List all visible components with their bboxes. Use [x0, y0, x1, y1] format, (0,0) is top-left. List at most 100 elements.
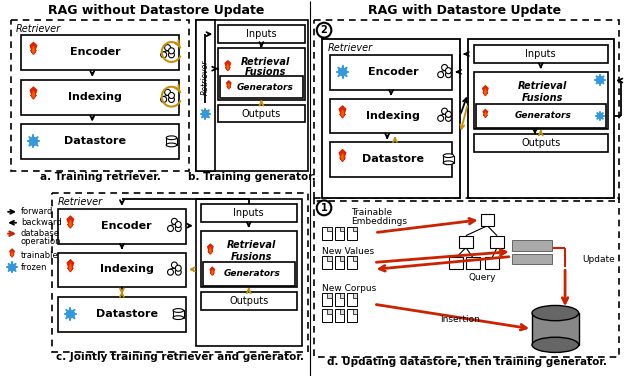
- Polygon shape: [30, 43, 36, 54]
- Circle shape: [438, 72, 444, 78]
- Polygon shape: [67, 216, 74, 228]
- Circle shape: [438, 115, 444, 121]
- Circle shape: [168, 48, 175, 54]
- Bar: [474, 135, 608, 152]
- Polygon shape: [10, 249, 14, 257]
- Text: Outputs: Outputs: [242, 109, 281, 118]
- Bar: [532, 313, 579, 345]
- Text: New Values: New Values: [322, 247, 374, 256]
- Circle shape: [164, 89, 170, 95]
- Ellipse shape: [166, 143, 177, 147]
- Text: Generators: Generators: [515, 112, 571, 120]
- Bar: [348, 227, 357, 240]
- Text: New Corpus: New Corpus: [322, 284, 376, 293]
- Circle shape: [442, 108, 447, 114]
- Text: Retriever: Retriever: [328, 43, 373, 53]
- Bar: [218, 25, 305, 43]
- Bar: [11, 20, 189, 171]
- Circle shape: [168, 52, 175, 58]
- Text: trainable: trainable: [21, 251, 59, 260]
- Text: Encoder: Encoder: [102, 221, 152, 231]
- Bar: [21, 80, 179, 115]
- Bar: [322, 227, 332, 240]
- Circle shape: [168, 92, 175, 98]
- Bar: [203, 262, 295, 285]
- Bar: [330, 99, 452, 133]
- Bar: [353, 256, 357, 261]
- Bar: [196, 20, 215, 171]
- Circle shape: [161, 97, 166, 103]
- Ellipse shape: [166, 136, 177, 139]
- Text: Fusions: Fusions: [231, 252, 273, 262]
- Ellipse shape: [173, 316, 184, 320]
- Polygon shape: [207, 244, 213, 254]
- Polygon shape: [484, 89, 486, 95]
- Bar: [218, 48, 305, 100]
- Polygon shape: [483, 86, 488, 96]
- Bar: [348, 309, 357, 322]
- Text: Retrieval: Retrieval: [227, 240, 276, 250]
- Text: Indexing: Indexing: [366, 110, 420, 121]
- Bar: [340, 227, 344, 231]
- Bar: [58, 253, 186, 287]
- Text: b. Training generator.: b. Training generator.: [188, 172, 316, 182]
- Text: Retriever: Retriever: [201, 60, 210, 95]
- Bar: [328, 309, 332, 314]
- Polygon shape: [483, 110, 488, 118]
- Text: d. Updating datastore, then training generator.: d. Updating datastore, then training gen…: [327, 357, 607, 367]
- Bar: [322, 256, 332, 270]
- Circle shape: [168, 97, 175, 103]
- Text: Indexing: Indexing: [68, 92, 122, 102]
- Text: forward: forward: [21, 207, 53, 216]
- Circle shape: [442, 64, 447, 70]
- Bar: [314, 198, 620, 357]
- Text: Retriever: Retriever: [58, 197, 103, 207]
- Text: Datastore: Datastore: [64, 136, 126, 146]
- Text: Datastore: Datastore: [96, 309, 158, 319]
- Bar: [340, 309, 344, 314]
- Polygon shape: [341, 110, 344, 117]
- Bar: [196, 20, 308, 171]
- Polygon shape: [210, 267, 214, 275]
- Bar: [335, 227, 344, 240]
- Bar: [474, 72, 608, 129]
- Circle shape: [175, 225, 181, 231]
- Bar: [490, 236, 504, 248]
- Bar: [58, 209, 186, 244]
- Polygon shape: [211, 270, 213, 274]
- Text: a. Training retriever.: a. Training retriever.: [40, 172, 161, 182]
- Polygon shape: [32, 91, 35, 98]
- Circle shape: [317, 23, 332, 38]
- Polygon shape: [227, 64, 229, 70]
- Bar: [330, 143, 452, 177]
- Ellipse shape: [444, 161, 454, 165]
- Bar: [485, 257, 499, 270]
- Bar: [353, 293, 357, 298]
- Bar: [322, 39, 460, 198]
- Text: Outputs: Outputs: [229, 296, 268, 306]
- Text: Inputs: Inputs: [246, 29, 276, 39]
- Bar: [468, 39, 614, 198]
- Polygon shape: [30, 87, 36, 99]
- Polygon shape: [228, 83, 230, 88]
- Bar: [220, 77, 303, 98]
- Bar: [173, 311, 184, 318]
- Text: Inputs: Inputs: [525, 49, 556, 59]
- Polygon shape: [12, 251, 13, 256]
- Bar: [200, 204, 297, 222]
- Text: Encoder: Encoder: [70, 47, 120, 57]
- Bar: [511, 240, 552, 251]
- Bar: [474, 45, 608, 63]
- Circle shape: [161, 52, 166, 58]
- Circle shape: [168, 225, 173, 231]
- Bar: [166, 138, 177, 145]
- Bar: [328, 227, 332, 231]
- Bar: [200, 292, 297, 310]
- Polygon shape: [225, 61, 230, 70]
- Text: Encoder: Encoder: [368, 67, 419, 77]
- Text: Fusions: Fusions: [522, 93, 563, 103]
- Bar: [328, 293, 332, 298]
- Text: RAG without Datastore Update: RAG without Datastore Update: [48, 4, 264, 17]
- Text: Insertion: Insertion: [440, 314, 480, 323]
- Text: RAG with Datastore Update: RAG with Datastore Update: [369, 4, 561, 17]
